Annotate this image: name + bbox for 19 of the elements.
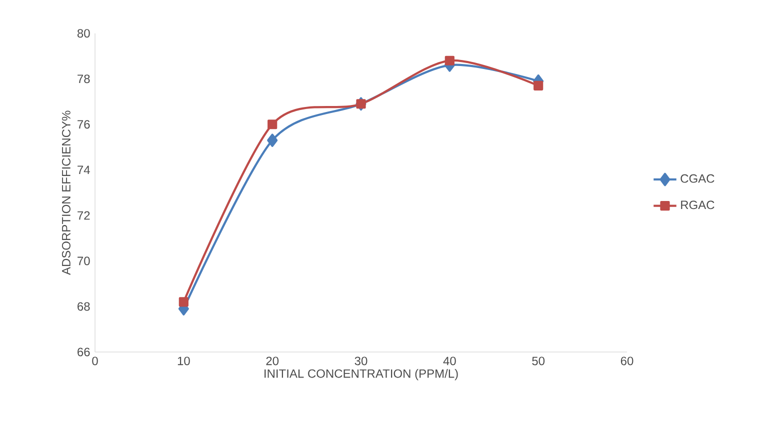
y-tick-label: 72 xyxy=(78,211,90,220)
y-tick-label: 68 xyxy=(78,302,90,311)
legend-label: RGAC xyxy=(681,200,714,210)
x-tick-label: 40 xyxy=(443,356,456,366)
y-tick-label: 76 xyxy=(78,120,90,129)
y-tick-label: 74 xyxy=(78,166,90,174)
y-tick-label: 78 xyxy=(78,74,90,84)
x-tick-label: 10 xyxy=(178,356,190,366)
x-tick-label: 20 xyxy=(266,356,279,366)
legend-label: CGAC xyxy=(680,174,714,183)
x-tick-label: 50 xyxy=(532,356,545,366)
x-tick-label: 0 xyxy=(92,356,98,366)
y-tick-label: 70 xyxy=(78,256,90,266)
x-tick-label: 60 xyxy=(620,356,634,366)
x-axis-title: INITIAL CONCENTRATION (PPM/L) xyxy=(264,369,458,380)
x-tick-label: 30 xyxy=(354,356,368,366)
y-axis-title: ADSORPTION EFFICIENCY% xyxy=(62,110,70,275)
y-tick-label: 66 xyxy=(78,348,90,356)
y-tick-label: 80 xyxy=(77,29,90,38)
